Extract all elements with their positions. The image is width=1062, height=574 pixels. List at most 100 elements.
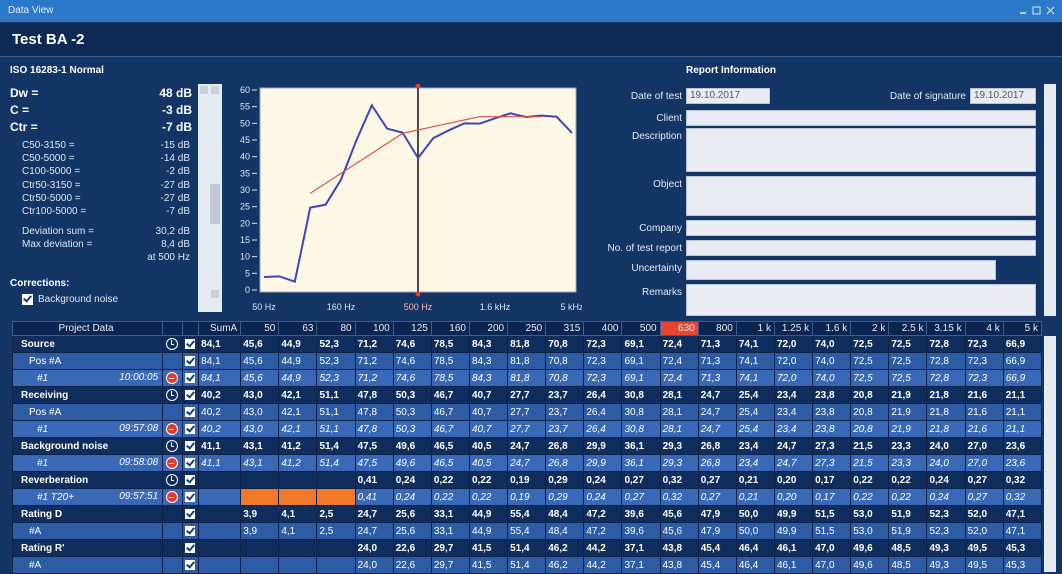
- cell: 29,9: [583, 454, 623, 472]
- report-scrollbar[interactable]: [1044, 84, 1056, 316]
- cell: [240, 471, 280, 489]
- checkbox[interactable]: [185, 458, 196, 468]
- cell: 0,29: [545, 488, 585, 506]
- column-header: 4 k: [964, 321, 1004, 336]
- cell: 0,22: [430, 488, 470, 506]
- row-icon: [162, 488, 184, 506]
- cell: 45,6: [240, 335, 280, 353]
- row-label: Receiving: [21, 389, 69, 401]
- cell: 45,3: [1002, 539, 1043, 557]
- cell: 45,6: [240, 352, 280, 370]
- scroll-up[interactable]: [211, 86, 219, 94]
- row-name: Source: [11, 335, 164, 353]
- deviation-value: 30,2 dB: [155, 226, 190, 237]
- cell: 49,5: [964, 539, 1004, 557]
- cell: 33,1: [430, 522, 470, 540]
- cell: 0,32: [659, 488, 699, 506]
- cell: 48,4: [545, 505, 585, 523]
- row-label: Background noise: [21, 440, 109, 452]
- row-check: [182, 403, 200, 421]
- input-field[interactable]: [686, 260, 996, 280]
- status-icon: [166, 423, 179, 435]
- y-tick-label: 35: [240, 168, 250, 178]
- x-tick-label: 1.6 kHz: [480, 302, 511, 312]
- cell: 0,24: [926, 488, 966, 506]
- cell: 0,21: [735, 488, 775, 506]
- row-icon: [162, 386, 184, 404]
- cell: 46,1: [773, 556, 814, 574]
- checkbox[interactable]: [185, 424, 196, 434]
- term-label: Ctr50-3150 =: [22, 179, 81, 191]
- scroll-up[interactable]: [200, 86, 208, 94]
- checkbox[interactable]: [185, 407, 196, 417]
- row-icon: [162, 403, 184, 421]
- checkbox[interactable]: [185, 509, 196, 519]
- scroll-thumb[interactable]: [210, 184, 220, 224]
- input-field[interactable]: [686, 110, 1036, 126]
- checkbox[interactable]: [185, 356, 196, 366]
- checkbox[interactable]: [185, 543, 196, 553]
- cell: 25,6: [392, 522, 432, 540]
- cell: 28,1: [659, 386, 699, 404]
- cell: 74,1: [735, 335, 775, 353]
- table-scrollbar[interactable]: [1044, 336, 1056, 572]
- cell: 51,4: [316, 454, 356, 472]
- cell: 47,5: [354, 437, 394, 455]
- term-value: -2 dB: [166, 166, 190, 178]
- row-label: Pos #A: [29, 406, 62, 418]
- checkbox[interactable]: [185, 339, 196, 349]
- row-check: [182, 420, 200, 438]
- row-icon: [162, 352, 184, 370]
- check[interactable]: [22, 294, 33, 305]
- checkbox[interactable]: [185, 441, 196, 451]
- cell: 72,0: [773, 352, 814, 370]
- cell: 0,22: [468, 471, 509, 489]
- input-field[interactable]: [686, 240, 1036, 256]
- table-row: Receiving 40,2 43,0 42,1 51,1 47,8 50,3 46,7 40,…: [11, 386, 1043, 404]
- cell: 46,7: [430, 420, 470, 438]
- table-row: #A 24,0 22,6 29,7 41,5 51,4 46,2 44,2 37,1 43,8 45…: [11, 556, 1043, 574]
- cell: 40,2: [198, 420, 242, 438]
- column-header: 63: [278, 321, 318, 336]
- cell: 41,5: [468, 556, 509, 574]
- cell: 74,6: [392, 335, 432, 353]
- cell: 52,3: [316, 369, 356, 387]
- cell: 0,27: [621, 488, 661, 506]
- checkbox[interactable]: [185, 390, 196, 400]
- checkbox[interactable]: [185, 526, 196, 536]
- corrections-title: Corrections:: [10, 278, 70, 289]
- input-field[interactable]: [686, 220, 1036, 236]
- cell: 53,0: [850, 522, 890, 540]
- cell: 49,9: [773, 522, 814, 540]
- cell: 66,9: [1002, 335, 1043, 353]
- date-field[interactable]: 19.10.2017: [970, 88, 1036, 104]
- row-name: Pos #A: [11, 352, 164, 370]
- cell: 33,1: [430, 505, 470, 523]
- field-label: Remarks: [641, 287, 682, 298]
- window-controls[interactable]: [1018, 5, 1058, 17]
- scroll-down[interactable]: [211, 290, 219, 298]
- checkbox[interactable]: [185, 560, 196, 570]
- input-field[interactable]: [686, 284, 1036, 316]
- row-check: [182, 556, 200, 574]
- input-field[interactable]: [686, 128, 1036, 172]
- cell: 72,0: [773, 335, 814, 353]
- cell: 49,6: [392, 437, 432, 455]
- checkbox[interactable]: [185, 475, 196, 485]
- row-icon: [162, 454, 184, 472]
- date-field[interactable]: 19.10.2017: [686, 88, 770, 104]
- table-row: #1 10:00:05 84,1 45,6 44,9 52,3 71,2 74,6 78,5 84…: [11, 369, 1043, 387]
- table-row: #1 09:57:08 40,2 43,0 42,1 51,1 47,8 50,3 46,7 40…: [11, 420, 1043, 438]
- checkbox[interactable]: [185, 373, 196, 383]
- cell: 50,0: [735, 522, 775, 540]
- checkbox[interactable]: [185, 492, 196, 502]
- cell: 27,0: [964, 437, 1004, 455]
- scrollbar[interactable]: [198, 84, 222, 312]
- cell: 37,1: [621, 539, 661, 557]
- x-tick-label: 5 kHz: [560, 302, 582, 312]
- cell: 51,1: [316, 386, 356, 404]
- input-field[interactable]: [686, 176, 1036, 216]
- checkbox[interactable]: [22, 294, 33, 305]
- cell: 0,20: [773, 488, 814, 506]
- table-row: Pos #A 40,2 43,0 42,1 51,1 47,8 50,3 46,7 40,7 27…: [11, 403, 1043, 421]
